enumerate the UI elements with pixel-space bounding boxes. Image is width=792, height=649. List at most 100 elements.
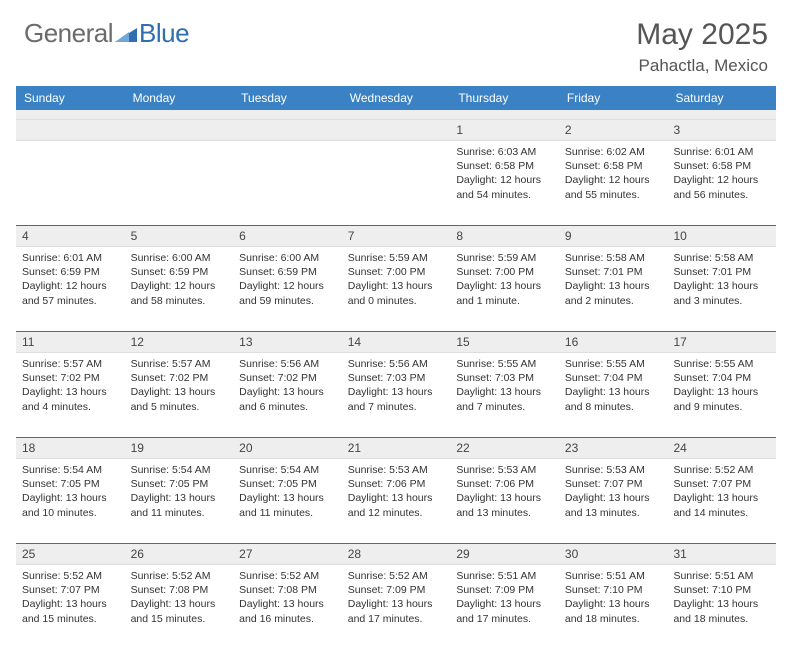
day-cell — [125, 141, 234, 225]
day-content: Sunrise: 5:51 AMSunset: 7:09 PMDaylight:… — [456, 569, 552, 626]
day-cell: Sunrise: 5:55 AMSunset: 7:04 PMDaylight:… — [559, 353, 668, 437]
sunset-text: Sunset: 7:04 PM — [565, 371, 661, 385]
day-number: 15 — [450, 332, 559, 352]
day-number: 30 — [559, 544, 668, 564]
logo: General Blue — [24, 18, 189, 49]
week-row: Sunrise: 6:03 AMSunset: 6:58 PMDaylight:… — [16, 141, 776, 225]
sunset-text: Sunset: 6:59 PM — [22, 265, 118, 279]
day-content: Sunrise: 5:55 AMSunset: 7:04 PMDaylight:… — [565, 357, 661, 414]
day-number: 27 — [233, 544, 342, 564]
daylight-text: Daylight: 12 hours and 56 minutes. — [673, 173, 769, 201]
weekday-row: Sunday Monday Tuesday Wednesday Thursday… — [16, 86, 776, 110]
day-cell: Sunrise: 5:58 AMSunset: 7:01 PMDaylight:… — [559, 247, 668, 331]
day-number: 24 — [667, 438, 776, 458]
day-cell: Sunrise: 5:51 AMSunset: 7:10 PMDaylight:… — [559, 565, 668, 649]
day-content: Sunrise: 5:55 AMSunset: 7:04 PMDaylight:… — [673, 357, 769, 414]
calendar: Sunday Monday Tuesday Wednesday Thursday… — [16, 86, 776, 649]
day-number: 22 — [450, 438, 559, 458]
sunset-text: Sunset: 7:05 PM — [239, 477, 335, 491]
day-content: Sunrise: 6:00 AMSunset: 6:59 PMDaylight:… — [239, 251, 335, 308]
sunset-text: Sunset: 7:10 PM — [565, 583, 661, 597]
day-cell — [16, 141, 125, 225]
sunset-text: Sunset: 7:07 PM — [565, 477, 661, 491]
daylight-text: Daylight: 13 hours and 8 minutes. — [565, 385, 661, 413]
sunrise-text: Sunrise: 5:57 AM — [131, 357, 227, 371]
day-number: 14 — [342, 332, 451, 352]
day-cell: Sunrise: 5:52 AMSunset: 7:07 PMDaylight:… — [16, 565, 125, 649]
sunset-text: Sunset: 7:00 PM — [456, 265, 552, 279]
sunrise-text: Sunrise: 6:03 AM — [456, 145, 552, 159]
sunset-text: Sunset: 7:05 PM — [22, 477, 118, 491]
day-number: 16 — [559, 332, 668, 352]
daylight-text: Daylight: 13 hours and 3 minutes. — [673, 279, 769, 307]
day-content: Sunrise: 5:52 AMSunset: 7:08 PMDaylight:… — [131, 569, 227, 626]
sunset-text: Sunset: 7:01 PM — [565, 265, 661, 279]
day-content: Sunrise: 5:52 AMSunset: 7:09 PMDaylight:… — [348, 569, 444, 626]
day-number — [342, 120, 451, 140]
sunset-text: Sunset: 7:00 PM — [348, 265, 444, 279]
day-content: Sunrise: 5:51 AMSunset: 7:10 PMDaylight:… — [673, 569, 769, 626]
logo-triangle-icon — [115, 18, 137, 49]
day-cell: Sunrise: 5:55 AMSunset: 7:03 PMDaylight:… — [450, 353, 559, 437]
day-number: 6 — [233, 226, 342, 246]
daylight-text: Daylight: 12 hours and 57 minutes. — [22, 279, 118, 307]
day-content: Sunrise: 6:01 AMSunset: 6:59 PMDaylight:… — [22, 251, 118, 308]
sunrise-text: Sunrise: 5:53 AM — [565, 463, 661, 477]
day-number: 10 — [667, 226, 776, 246]
day-content: Sunrise: 5:57 AMSunset: 7:02 PMDaylight:… — [22, 357, 118, 414]
sunset-text: Sunset: 6:59 PM — [239, 265, 335, 279]
day-number: 11 — [16, 332, 125, 352]
daylight-text: Daylight: 13 hours and 2 minutes. — [565, 279, 661, 307]
day-number — [233, 120, 342, 140]
day-content: Sunrise: 5:56 AMSunset: 7:02 PMDaylight:… — [239, 357, 335, 414]
day-number: 31 — [667, 544, 776, 564]
day-content: Sunrise: 5:52 AMSunset: 7:07 PMDaylight:… — [673, 463, 769, 520]
day-number: 7 — [342, 226, 451, 246]
daylight-text: Daylight: 12 hours and 59 minutes. — [239, 279, 335, 307]
sunrise-text: Sunrise: 5:54 AM — [239, 463, 335, 477]
day-content: Sunrise: 5:53 AMSunset: 7:07 PMDaylight:… — [565, 463, 661, 520]
sunrise-text: Sunrise: 6:02 AM — [565, 145, 661, 159]
day-number: 29 — [450, 544, 559, 564]
sunrise-text: Sunrise: 5:58 AM — [673, 251, 769, 265]
sunrise-text: Sunrise: 5:55 AM — [565, 357, 661, 371]
day-cell: Sunrise: 5:56 AMSunset: 7:02 PMDaylight:… — [233, 353, 342, 437]
day-content: Sunrise: 5:51 AMSunset: 7:10 PMDaylight:… — [565, 569, 661, 626]
daylight-text: Daylight: 13 hours and 11 minutes. — [239, 491, 335, 519]
day-number: 21 — [342, 438, 451, 458]
day-cell: Sunrise: 5:59 AMSunset: 7:00 PMDaylight:… — [342, 247, 451, 331]
day-cell: Sunrise: 5:54 AMSunset: 7:05 PMDaylight:… — [16, 459, 125, 543]
week-num-row: 123 — [16, 120, 776, 141]
sunset-text: Sunset: 7:10 PM — [673, 583, 769, 597]
sunrise-text: Sunrise: 6:00 AM — [131, 251, 227, 265]
sunset-text: Sunset: 7:01 PM — [673, 265, 769, 279]
day-content: Sunrise: 5:53 AMSunset: 7:06 PMDaylight:… — [456, 463, 552, 520]
day-content: Sunrise: 5:58 AMSunset: 7:01 PMDaylight:… — [565, 251, 661, 308]
day-cell: Sunrise: 5:55 AMSunset: 7:04 PMDaylight:… — [667, 353, 776, 437]
day-cell: Sunrise: 5:53 AMSunset: 7:07 PMDaylight:… — [559, 459, 668, 543]
sunrise-text: Sunrise: 5:55 AM — [456, 357, 552, 371]
day-number — [125, 120, 234, 140]
day-content: Sunrise: 5:53 AMSunset: 7:06 PMDaylight:… — [348, 463, 444, 520]
weekday-mon: Monday — [125, 86, 234, 110]
weekday-sat: Saturday — [667, 86, 776, 110]
week-num-row: 18192021222324 — [16, 437, 776, 459]
day-cell: Sunrise: 5:54 AMSunset: 7:05 PMDaylight:… — [125, 459, 234, 543]
day-number: 13 — [233, 332, 342, 352]
sunset-text: Sunset: 6:58 PM — [456, 159, 552, 173]
week-num-row: 45678910 — [16, 225, 776, 247]
sunrise-text: Sunrise: 5:51 AM — [456, 569, 552, 583]
day-number: 19 — [125, 438, 234, 458]
day-cell: Sunrise: 5:53 AMSunset: 7:06 PMDaylight:… — [450, 459, 559, 543]
sunrise-text: Sunrise: 5:59 AM — [348, 251, 444, 265]
day-number: 23 — [559, 438, 668, 458]
sunrise-text: Sunrise: 5:51 AM — [673, 569, 769, 583]
sunset-text: Sunset: 6:59 PM — [131, 265, 227, 279]
sunset-text: Sunset: 6:58 PM — [673, 159, 769, 173]
sunrise-text: Sunrise: 6:00 AM — [239, 251, 335, 265]
day-content: Sunrise: 6:03 AMSunset: 6:58 PMDaylight:… — [456, 145, 552, 202]
location: Pahactla, Mexico — [636, 56, 768, 76]
week-num-row: 11121314151617 — [16, 331, 776, 353]
daylight-text: Daylight: 13 hours and 1 minute. — [456, 279, 552, 307]
sunset-text: Sunset: 7:02 PM — [131, 371, 227, 385]
